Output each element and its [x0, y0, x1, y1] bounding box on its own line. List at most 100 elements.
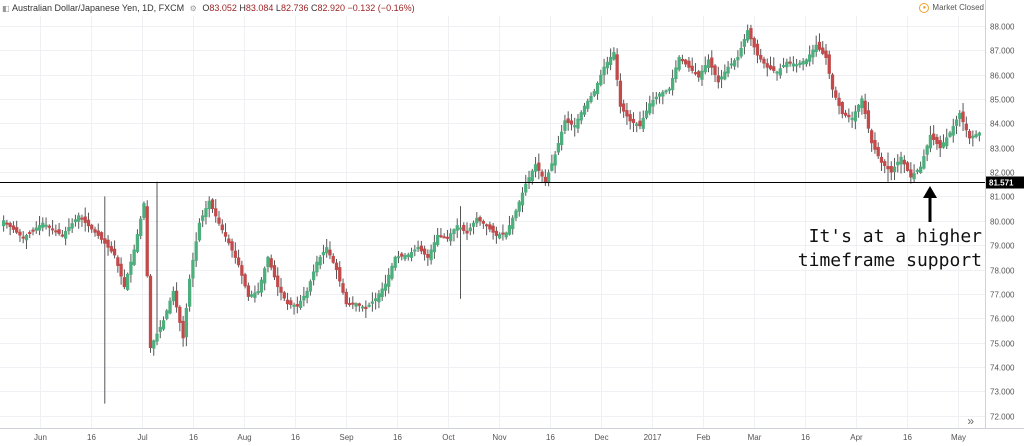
candle-body [406, 254, 410, 258]
candle-body [703, 65, 707, 73]
low-value: 82.736 [280, 3, 309, 13]
candle-body [498, 234, 502, 239]
market-status: ● Market Closed [919, 0, 984, 16]
time-axis[interactable]: Jun 16 Jul 16 Aug 16 Sep 16 Oct Nov 16 Dec 2017 Feb Ma… [0, 428, 1024, 443]
annotation-arrow [923, 186, 937, 222]
arrow-head [923, 186, 937, 198]
candle-body [458, 227, 463, 230]
candle-body [47, 225, 51, 228]
candle-body [396, 256, 401, 259]
candle-body [416, 247, 420, 250]
candle-body [360, 306, 365, 309]
candle-body [772, 66, 776, 71]
candle-body [804, 59, 809, 65]
candle-body [928, 134, 933, 149]
candle-body [677, 56, 681, 70]
candle-body [811, 49, 815, 58]
candle-body [693, 72, 698, 75]
candle-body [560, 131, 564, 146]
candle-body [161, 320, 166, 330]
candle-body [706, 59, 711, 68]
candle-body [331, 255, 335, 263]
candle-body [664, 90, 668, 93]
candle-body [778, 68, 782, 76]
candle-body [246, 285, 251, 297]
candle-body [374, 298, 378, 302]
candle-body [422, 248, 427, 255]
candle-body [279, 286, 283, 293]
y-tick-label: 87.000 [990, 47, 1015, 56]
candle-body [641, 117, 645, 129]
candle-body [18, 231, 22, 236]
candle-body [856, 104, 861, 112]
candle-body [295, 304, 299, 307]
y-tick-label: 72.000 [990, 413, 1015, 422]
candle-body [436, 234, 440, 246]
candle-body [765, 63, 769, 68]
candle-body [971, 135, 975, 139]
candle-body [719, 76, 724, 80]
candle-body [334, 262, 339, 271]
candle-body [240, 265, 244, 276]
candle-body [57, 229, 61, 234]
candle-body [429, 249, 433, 261]
candle-body [866, 110, 871, 129]
open-label: O [202, 3, 210, 13]
candle-body [661, 91, 665, 97]
candle-body [723, 71, 727, 80]
x-tick-label: Sep [339, 433, 354, 442]
candle-body [625, 110, 629, 117]
settings-icon[interactable]: ⚙ [189, 4, 197, 13]
scroll-forward-icon[interactable]: » [967, 414, 974, 428]
candle-body [67, 227, 71, 232]
candle-body [922, 156, 926, 169]
candle-body [543, 176, 547, 183]
candle-body [197, 222, 202, 241]
candle-body [148, 275, 153, 349]
candle-body [670, 78, 675, 91]
candle-body [817, 41, 822, 50]
candle-body [879, 156, 884, 163]
candle-body [305, 290, 309, 298]
candle-body [28, 232, 32, 235]
candle-body [210, 199, 215, 210]
price-axis[interactable]: 72.000 73.000 74.000 75.000 76.000 77.000 78.0… [985, 0, 1024, 446]
x-tick-label: 16 [291, 433, 300, 442]
candle-body [935, 136, 939, 145]
candle-body [21, 236, 25, 239]
candle-body [876, 147, 880, 157]
candle-body [174, 290, 179, 308]
candle-body [390, 265, 394, 279]
candle-body [918, 166, 923, 174]
candle-body [602, 66, 606, 76]
candle-body [791, 63, 796, 67]
candle-body [223, 232, 228, 237]
candle-body [537, 162, 541, 171]
candle-body [589, 95, 593, 102]
candle-body [494, 230, 499, 236]
candle-body [400, 253, 404, 257]
candle-body [122, 277, 127, 288]
candle-body [165, 310, 169, 319]
candle-body [439, 235, 443, 238]
x-tick-label: 16 [393, 433, 402, 442]
candle-body [426, 254, 430, 258]
candle-body [347, 303, 352, 306]
candle-body [582, 105, 587, 115]
candle-body [191, 260, 195, 279]
x-tick-label: Feb [697, 433, 711, 442]
candle-body [263, 268, 267, 284]
y-tick-label: 75.000 [990, 340, 1015, 349]
candle-body [599, 74, 603, 85]
x-tick-label: 16 [189, 433, 198, 442]
candle-body [657, 93, 662, 97]
candle-body [233, 250, 237, 258]
candle-body [775, 71, 779, 74]
candle-body [377, 293, 381, 303]
y-tick-label: 83.000 [990, 145, 1015, 154]
high-label: H [239, 3, 246, 13]
candle-body [184, 308, 189, 338]
candle-body [34, 227, 38, 231]
candle-body [419, 245, 423, 252]
